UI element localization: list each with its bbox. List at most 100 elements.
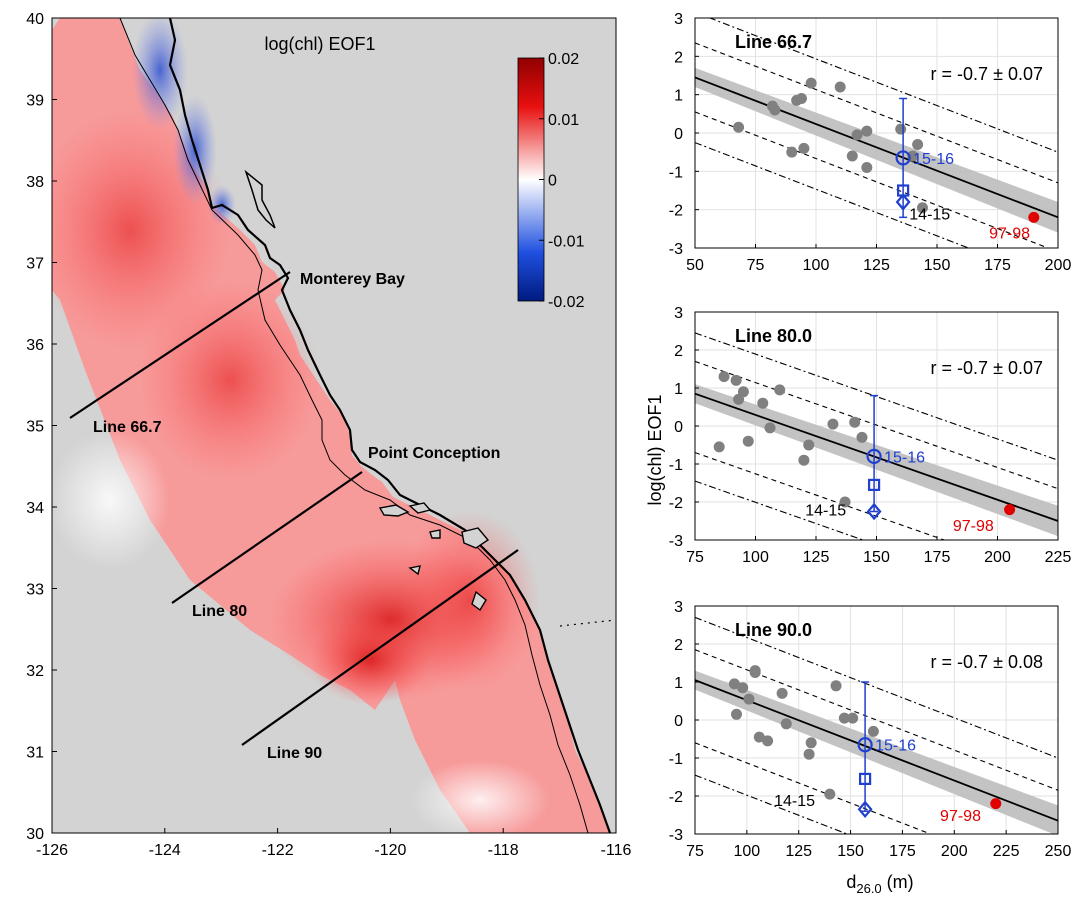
island-6 <box>408 565 421 576</box>
bound-dashdot <box>695 332 1058 461</box>
colorbar-tick-label: 0.02 <box>548 51 579 68</box>
fit-line <box>695 76 1058 219</box>
bound-dashed <box>695 360 1058 490</box>
fit-confidence-band <box>695 670 1058 834</box>
fit-line <box>695 392 1058 522</box>
data-point <box>753 731 765 743</box>
y-tick-label: 2 <box>674 343 683 360</box>
map-y-tick-label: 34 <box>26 500 44 517</box>
map-y-tick-label: 35 <box>26 419 44 436</box>
correlation-annotation: r = -0.7 ± 0.07 <box>931 358 1043 378</box>
island-4 <box>471 590 487 612</box>
eof-high-mid <box>140 280 320 480</box>
data-point <box>718 371 730 383</box>
x-tick-label: 150 <box>837 843 864 860</box>
year-label: 97-98 <box>989 226 1030 243</box>
right-x-axis-label: d26.0 (m) <box>846 872 913 896</box>
y-tick-label: 0 <box>674 126 683 143</box>
map-x-tick-label: -120 <box>374 842 406 859</box>
label-line-90: Line 90 <box>267 745 322 762</box>
y-tick-label: 3 <box>674 599 683 616</box>
data-point <box>742 435 754 447</box>
data-point <box>730 708 742 720</box>
island-1 <box>378 504 410 517</box>
data-point <box>916 202 928 214</box>
data-point <box>764 422 776 434</box>
x-tick-label: 125 <box>803 549 830 566</box>
right-x-axis-label-d: d <box>846 872 856 892</box>
fit-confidence-band <box>695 67 1058 233</box>
data-point <box>867 725 879 737</box>
data-point <box>803 748 815 760</box>
bound-dashdot <box>695 142 971 248</box>
bound-dashdot <box>708 18 1058 153</box>
sf-bay <box>244 169 276 229</box>
data-point <box>762 735 774 747</box>
data-point <box>847 712 859 724</box>
year-label: 14-15 <box>805 503 846 520</box>
data-point <box>861 162 873 173</box>
map-x-tick-label: -126 <box>36 842 68 859</box>
year-label: 97-98 <box>940 808 981 825</box>
data-point <box>834 81 846 93</box>
map-y-tick-label: 39 <box>26 93 44 110</box>
data-point <box>749 667 761 678</box>
map-panel: log(chl) EOF1 Monterey Bay Point Concept… <box>26 11 631 859</box>
right-x-axis-label-sub: 26.0 <box>856 881 881 896</box>
bound-dashdot <box>695 480 865 540</box>
y-tick-label: -2 <box>669 495 683 512</box>
data-point-97-98 <box>1004 504 1016 516</box>
island-5 <box>429 529 441 539</box>
marker-diamond <box>895 193 911 211</box>
data-point <box>861 125 873 137</box>
border-dots <box>559 619 616 627</box>
label-15-16: 15-16 <box>884 449 925 466</box>
label-line-80: Line 80 <box>192 603 247 620</box>
data-point <box>737 682 749 694</box>
data-point <box>743 693 755 705</box>
y-tick-label: 1 <box>674 88 683 105</box>
year-label: 14-15 <box>774 793 815 810</box>
y-tick-label: -1 <box>669 457 683 474</box>
data-point <box>798 454 810 466</box>
map-y-tick-label: 31 <box>26 745 44 762</box>
data-point <box>728 678 740 690</box>
y-tick-label: 3 <box>674 305 683 322</box>
x-tick-label: 150 <box>863 549 890 566</box>
data-point <box>713 441 725 453</box>
scatter-panels: 50 75 100 125 150 175 2003210-1-2-315-1614-159… <box>669 11 1072 860</box>
data-point <box>730 374 742 386</box>
panel-title: Line 90.0 <box>735 620 812 640</box>
data-point <box>912 139 924 150</box>
data-point <box>776 687 788 699</box>
scatter-panel-3: 75 100 125 150 175 200 225 250 3 2 1 0 -1 -2 -3 15-16 14… <box>669 599 1072 860</box>
map-x-tick-label: -122 <box>262 842 294 859</box>
label-monterey-bay: Monterey Bay <box>300 271 405 288</box>
x-tick-label: 200 <box>984 549 1011 566</box>
data-point <box>803 439 815 451</box>
year-label: 97-98 <box>953 518 994 535</box>
y-tick-label: -3 <box>669 241 683 258</box>
x-tick-label: 100 <box>803 257 830 274</box>
marker-diamond <box>866 502 882 521</box>
bound-dashdot <box>695 774 849 834</box>
right-x-axis-label-unit: (m) <box>882 872 914 892</box>
colorbar-tick-label: 0 <box>548 173 557 190</box>
y-tick-label: -2 <box>669 203 683 220</box>
marker-circle-15-16 <box>866 448 882 464</box>
map-y-tick-label: 30 <box>26 826 44 843</box>
right-y-axis-label: log(chl) EOF1 <box>645 394 665 505</box>
data-point <box>769 104 781 116</box>
data-point <box>805 737 817 749</box>
data-point <box>838 712 850 724</box>
panel-plot-area <box>695 312 1058 540</box>
scatter-panel-1: 50 75 100 125 150 175 200 3 2 1 0 -1 -2 -3 15-16 14-15 9… <box>669 11 1072 274</box>
x-tick-label: 200 <box>941 843 968 860</box>
x-tick-label: 200 <box>1045 257 1072 274</box>
x-tick-label: 175 <box>889 843 916 860</box>
survey-line-66-7 <box>69 271 291 419</box>
y-tick-label: 3 <box>674 11 683 28</box>
map-y-tick-label: 40 <box>26 11 44 28</box>
y-tick-label: -1 <box>669 164 683 181</box>
data-point <box>849 416 861 428</box>
